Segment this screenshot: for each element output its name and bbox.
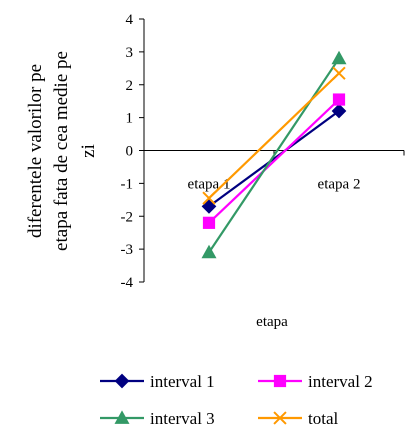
- series-line-interval-3: [208, 57, 340, 254]
- point-interval-3: [331, 50, 347, 65]
- legend-label-interval-3: interval 3: [150, 409, 215, 428]
- marker-stroke: [332, 66, 346, 80]
- y-axis-title-line-3: zi: [78, 144, 99, 158]
- legend: interval 1 interval 2 interval 3 total: [100, 372, 373, 428]
- y-tick-label: 3: [126, 45, 134, 61]
- point-interval-2: [202, 216, 216, 229]
- y-tick-label: 2: [126, 78, 134, 94]
- y-tick-label: -3: [121, 242, 134, 258]
- point-interval-2: [332, 93, 346, 106]
- y-axis-title-line-2: etapa fata de cea medie pe: [51, 51, 72, 251]
- x-axis-title: etapa: [256, 314, 288, 330]
- y-tick-label: -1: [121, 176, 134, 192]
- legend-marker-interval-2: [273, 374, 287, 388]
- legend-marker-interval-1: [114, 373, 130, 389]
- y-axis-title-line-1: diferentele valorilor pe: [25, 64, 46, 238]
- point-total: [202, 191, 216, 205]
- series-line-interval-1: [208, 110, 340, 208]
- x-tick-label: etapa 2: [318, 177, 361, 193]
- point-interval-3: [201, 244, 217, 259]
- legend-marker-total: [273, 411, 287, 425]
- y-tick-label: -4: [121, 275, 134, 291]
- legend-label-interval-2: interval 2: [308, 372, 373, 391]
- series-group: [201, 50, 347, 259]
- series-line-interval-2: [208, 98, 340, 224]
- y-tick-label: -2: [121, 209, 134, 225]
- legend-label-interval-1: interval 1: [150, 372, 215, 391]
- point-interval-1: [331, 103, 347, 119]
- point-interval-1: [201, 199, 217, 214]
- marker-stroke: [273, 411, 287, 425]
- y-tick-label: 1: [126, 111, 134, 127]
- series-line-total: [208, 72, 340, 199]
- y-tick-label: 0: [126, 144, 134, 160]
- y-tick-label: 4: [126, 12, 134, 28]
- legend-label-total: total: [308, 409, 338, 428]
- y-axis-title: diferentele valorilor pe etapa fata de c…: [25, 51, 99, 251]
- point-total: [332, 66, 346, 80]
- marker-stroke: [202, 191, 216, 205]
- legend-marker-interval-3: [114, 410, 130, 424]
